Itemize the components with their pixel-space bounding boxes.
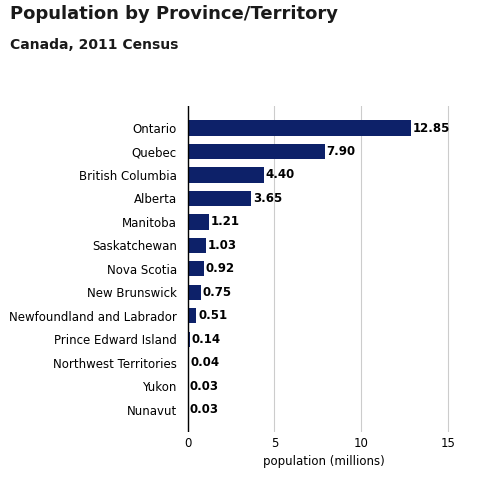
Text: 3.65: 3.65 bbox=[253, 192, 282, 205]
Text: Canada, 2011 Census: Canada, 2011 Census bbox=[10, 38, 178, 52]
X-axis label: population (millions): population (millions) bbox=[263, 456, 385, 468]
Bar bbox=[188, 144, 325, 159]
Text: 1.21: 1.21 bbox=[210, 216, 240, 228]
Bar bbox=[188, 168, 264, 182]
Bar bbox=[188, 332, 190, 347]
Text: 0.75: 0.75 bbox=[203, 286, 231, 299]
Bar bbox=[188, 308, 196, 324]
Text: 0.03: 0.03 bbox=[190, 380, 219, 393]
Bar bbox=[188, 285, 201, 300]
Text: 0.92: 0.92 bbox=[205, 262, 234, 276]
Bar bbox=[188, 261, 204, 276]
Text: 0.03: 0.03 bbox=[190, 403, 219, 416]
Bar bbox=[188, 191, 251, 206]
Text: 12.85: 12.85 bbox=[413, 121, 450, 134]
Bar bbox=[188, 238, 205, 253]
Bar bbox=[188, 120, 411, 136]
Text: 0.04: 0.04 bbox=[190, 356, 219, 369]
Text: 0.51: 0.51 bbox=[198, 309, 228, 322]
Text: 1.03: 1.03 bbox=[207, 239, 236, 252]
Text: Population by Province/Territory: Population by Province/Territory bbox=[10, 5, 337, 23]
Text: 4.40: 4.40 bbox=[266, 168, 295, 181]
Text: 0.14: 0.14 bbox=[192, 333, 221, 346]
Text: 7.90: 7.90 bbox=[326, 145, 356, 158]
Bar bbox=[188, 214, 209, 229]
